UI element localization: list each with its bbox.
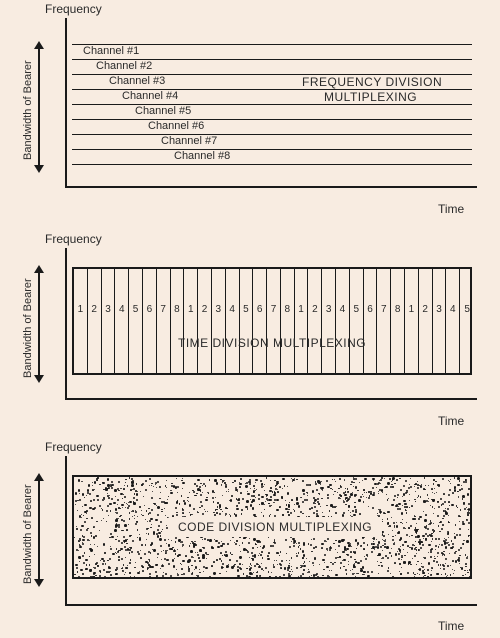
tdm-slot: 5 — [240, 269, 254, 373]
tdm-slot-number: 5 — [464, 304, 470, 315]
tdm-slot-number: 3 — [326, 304, 332, 315]
y-axis — [65, 248, 67, 398]
bandwidth-arrow — [38, 272, 40, 376]
bandwidth-label: Bandwidth of Bearer — [22, 484, 34, 584]
fdm-title-line1: FREQUENCY DIVISION — [298, 75, 446, 89]
x-axis — [65, 398, 477, 400]
tdm-slot-number: 1 — [188, 304, 194, 315]
tdm-slot-number: 5 — [353, 304, 359, 315]
tdm-slot: 7 — [377, 269, 391, 373]
tdm-slot-number: 2 — [312, 304, 318, 315]
tdm-slot: 2 — [419, 269, 433, 373]
tdm-slot-number: 4 — [340, 304, 346, 315]
tdm-slot: 3 — [102, 269, 116, 373]
fdm-channel-label: Channel #1 — [81, 45, 141, 57]
fdm-channel-label: Channel #2 — [94, 60, 154, 72]
fdm-channel-label: Channel #4 — [120, 90, 180, 102]
tdm-slot-number: 4 — [229, 304, 235, 315]
tdm-slot: 5 — [129, 269, 143, 373]
bandwidth-label: Bandwidth of Bearer — [22, 60, 34, 160]
tdm-slot: 8 — [171, 269, 185, 373]
tdm-slot-number: 3 — [436, 304, 442, 315]
fdm-channel-label: Channel #5 — [133, 105, 193, 117]
y-axis-label: Frequency — [45, 232, 102, 246]
tdm-slot-number: 2 — [91, 304, 97, 315]
tdm-slot: 3 — [433, 269, 447, 373]
tdm-slot-number: 3 — [105, 304, 111, 315]
tdm-slot: 4 — [336, 269, 350, 373]
cdm-title: CODE DIVISION MULTIPLEXING — [168, 517, 382, 537]
tdm-slot: 7 — [157, 269, 171, 373]
tdm-slot: 3 — [212, 269, 226, 373]
y-axis — [65, 456, 67, 604]
tdm-slot-number: 4 — [450, 304, 456, 315]
fdm-channel-label: Channel #7 — [159, 135, 219, 147]
tdm-slot: 4 — [226, 269, 240, 373]
tdm-slot-number: 8 — [285, 304, 291, 315]
tdm-slot: 1 — [405, 269, 419, 373]
x-axis — [65, 604, 477, 606]
tdm-slot: 2 — [88, 269, 102, 373]
fdm-title-line2: MULTIPLEXING — [320, 90, 421, 104]
x-axis — [65, 186, 477, 188]
tdm-slot: 5 — [350, 269, 364, 373]
tdm-slot: 7 — [267, 269, 281, 373]
fdm-divider — [72, 104, 472, 105]
tdm-slot-number: 5 — [133, 304, 139, 315]
tdm-slot-number: 6 — [367, 304, 373, 315]
tdm-slot-number: 7 — [381, 304, 387, 315]
tdm-slot: 6 — [364, 269, 378, 373]
tdm-title: TIME DIVISION MULTIPLEXING — [172, 334, 372, 352]
tdm-slot-box: 12345678123456781234567812345 — [72, 267, 472, 375]
y-axis — [65, 18, 67, 186]
tdm-slot: 4 — [446, 269, 460, 373]
tdm-slot-number: 7 — [271, 304, 277, 315]
x-axis-label: Time — [438, 619, 464, 633]
bandwidth-label: Bandwidth of Bearer — [22, 278, 34, 378]
tdm-slot: 3 — [322, 269, 336, 373]
tdm-slot: 4 — [115, 269, 129, 373]
bandwidth-arrow — [38, 480, 40, 580]
tdm-slot: 6 — [143, 269, 157, 373]
tdm-slot-number: 3 — [216, 304, 222, 315]
tdm-slot: 1 — [74, 269, 88, 373]
tdm-slot-number: 2 — [422, 304, 428, 315]
tdm-slot-number: 4 — [119, 304, 125, 315]
tdm-slot-number: 6 — [147, 304, 153, 315]
tdm-slot-number: 2 — [202, 304, 208, 315]
tdm-slot: 6 — [253, 269, 267, 373]
fdm-channel-label: Channel #8 — [172, 150, 232, 162]
tdm-slot-number: 1 — [298, 304, 304, 315]
tdm-slot: 2 — [308, 269, 322, 373]
bandwidth-arrow — [38, 48, 40, 166]
y-axis-label: Frequency — [45, 2, 102, 16]
y-axis-label: Frequency — [45, 440, 102, 454]
tdm-slot-number: 5 — [243, 304, 249, 315]
tdm-slot-number: 6 — [257, 304, 263, 315]
fdm-divider — [72, 134, 472, 135]
fdm-channel-label: Channel #3 — [107, 75, 167, 87]
tdm-slot-number: 1 — [409, 304, 415, 315]
tdm-slot: 5 — [460, 269, 474, 373]
fdm-divider — [72, 149, 472, 150]
tdm-slot-number: 7 — [160, 304, 166, 315]
fdm-divider — [72, 119, 472, 120]
tdm-slot-number: 1 — [78, 304, 84, 315]
x-axis-label: Time — [438, 202, 464, 216]
tdm-slot: 1 — [184, 269, 198, 373]
tdm-slot: 1 — [295, 269, 309, 373]
tdm-slot: 8 — [281, 269, 295, 373]
tdm-slot: 8 — [391, 269, 405, 373]
tdm-slot-number: 8 — [174, 304, 180, 315]
fdm-channel-label: Channel #6 — [146, 120, 206, 132]
tdm-slot: 2 — [198, 269, 212, 373]
tdm-slot-number: 8 — [395, 304, 401, 315]
x-axis-label: Time — [438, 414, 464, 428]
fdm-divider — [72, 164, 472, 165]
